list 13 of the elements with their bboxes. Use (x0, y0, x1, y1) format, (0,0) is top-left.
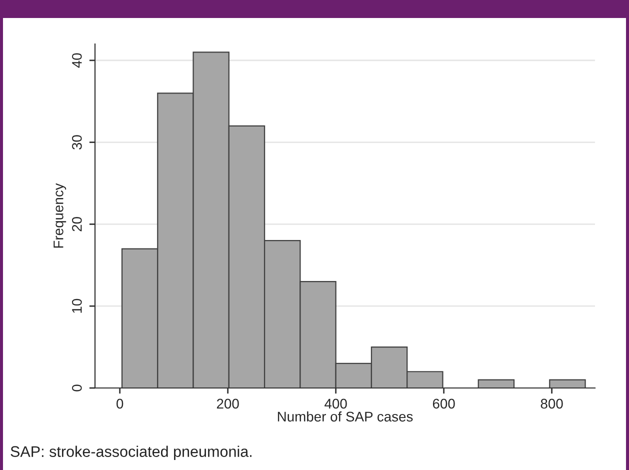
y-tick-label: 0 (72, 384, 82, 392)
x-tick-label: 800 (540, 398, 563, 409)
x-axis-title: Number of SAP cases (278, 411, 413, 422)
y-axis-title: Frequency (54, 183, 66, 248)
y-tick-label: 10 (72, 298, 82, 313)
text: SAP: stroke-associated pneumonia. (10, 446, 252, 460)
x-tick-label: 600 (432, 398, 455, 409)
y-tick-label: 30 (72, 135, 82, 150)
x-tick-label: 0 (116, 398, 124, 409)
x-tick-label: 400 (324, 398, 347, 409)
y-tick-label: 40 (72, 53, 82, 68)
y-tick-label: 20 (72, 217, 82, 232)
x-tick-label: 200 (216, 398, 239, 409)
